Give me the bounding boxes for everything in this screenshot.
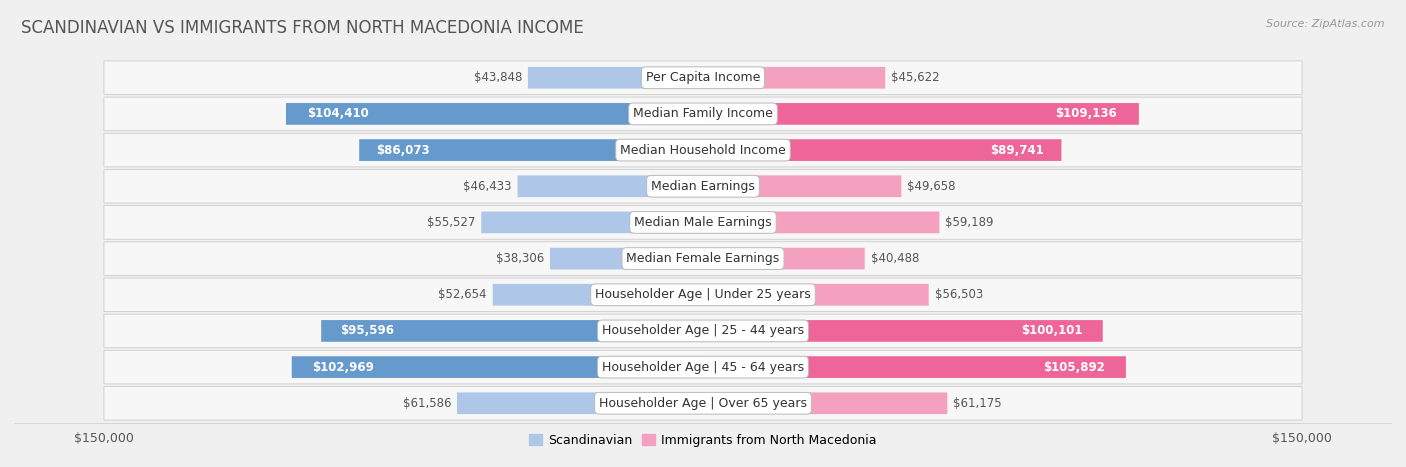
FancyBboxPatch shape xyxy=(703,139,1062,161)
Text: $61,586: $61,586 xyxy=(402,397,451,410)
Text: $49,658: $49,658 xyxy=(907,180,956,193)
Text: Householder Age | Over 65 years: Householder Age | Over 65 years xyxy=(599,397,807,410)
Text: Median Female Earnings: Median Female Earnings xyxy=(627,252,779,265)
FancyBboxPatch shape xyxy=(321,320,703,342)
FancyBboxPatch shape xyxy=(104,61,1302,94)
FancyBboxPatch shape xyxy=(104,387,1302,420)
Text: $104,410: $104,410 xyxy=(307,107,368,120)
FancyBboxPatch shape xyxy=(527,67,703,89)
Text: Median Male Earnings: Median Male Earnings xyxy=(634,216,772,229)
Text: Householder Age | Under 25 years: Householder Age | Under 25 years xyxy=(595,288,811,301)
Text: $40,488: $40,488 xyxy=(870,252,920,265)
FancyBboxPatch shape xyxy=(550,248,703,269)
Text: $105,892: $105,892 xyxy=(1043,361,1105,374)
Text: $45,622: $45,622 xyxy=(891,71,939,84)
FancyBboxPatch shape xyxy=(703,356,1126,378)
Text: $56,503: $56,503 xyxy=(935,288,983,301)
FancyBboxPatch shape xyxy=(481,212,703,234)
FancyBboxPatch shape xyxy=(492,284,703,305)
FancyBboxPatch shape xyxy=(457,392,703,414)
FancyBboxPatch shape xyxy=(703,212,939,234)
Text: Median Earnings: Median Earnings xyxy=(651,180,755,193)
FancyBboxPatch shape xyxy=(104,205,1302,239)
Text: $43,848: $43,848 xyxy=(474,71,522,84)
Text: $100,101: $100,101 xyxy=(1021,325,1083,338)
Text: Householder Age | 45 - 64 years: Householder Age | 45 - 64 years xyxy=(602,361,804,374)
FancyBboxPatch shape xyxy=(104,133,1302,167)
FancyBboxPatch shape xyxy=(703,320,1102,342)
FancyBboxPatch shape xyxy=(517,176,703,197)
Text: $95,596: $95,596 xyxy=(340,325,394,338)
FancyBboxPatch shape xyxy=(285,103,703,125)
FancyBboxPatch shape xyxy=(703,176,901,197)
Text: $46,433: $46,433 xyxy=(463,180,512,193)
Text: Householder Age | 25 - 44 years: Householder Age | 25 - 44 years xyxy=(602,325,804,338)
Text: $52,654: $52,654 xyxy=(439,288,486,301)
Text: Source: ZipAtlas.com: Source: ZipAtlas.com xyxy=(1267,19,1385,28)
FancyBboxPatch shape xyxy=(703,248,865,269)
Text: SCANDINAVIAN VS IMMIGRANTS FROM NORTH MACEDONIA INCOME: SCANDINAVIAN VS IMMIGRANTS FROM NORTH MA… xyxy=(21,19,583,37)
FancyBboxPatch shape xyxy=(104,97,1302,131)
Text: $61,175: $61,175 xyxy=(953,397,1002,410)
FancyBboxPatch shape xyxy=(104,314,1302,348)
Text: $89,741: $89,741 xyxy=(990,143,1043,156)
Text: Per Capita Income: Per Capita Income xyxy=(645,71,761,84)
Text: $55,527: $55,527 xyxy=(427,216,475,229)
FancyBboxPatch shape xyxy=(104,350,1302,384)
Text: $102,969: $102,969 xyxy=(312,361,374,374)
Text: $109,136: $109,136 xyxy=(1056,107,1118,120)
FancyBboxPatch shape xyxy=(104,242,1302,276)
Text: Median Family Income: Median Family Income xyxy=(633,107,773,120)
FancyBboxPatch shape xyxy=(104,170,1302,203)
FancyBboxPatch shape xyxy=(703,103,1139,125)
FancyBboxPatch shape xyxy=(104,278,1302,311)
Text: $38,306: $38,306 xyxy=(496,252,544,265)
Text: $86,073: $86,073 xyxy=(377,143,430,156)
Legend: Scandinavian, Immigrants from North Macedonia: Scandinavian, Immigrants from North Mace… xyxy=(524,429,882,452)
FancyBboxPatch shape xyxy=(292,356,703,378)
FancyBboxPatch shape xyxy=(703,284,929,305)
FancyBboxPatch shape xyxy=(360,139,703,161)
FancyBboxPatch shape xyxy=(703,67,886,89)
FancyBboxPatch shape xyxy=(703,392,948,414)
Text: $59,189: $59,189 xyxy=(945,216,994,229)
Text: Median Household Income: Median Household Income xyxy=(620,143,786,156)
